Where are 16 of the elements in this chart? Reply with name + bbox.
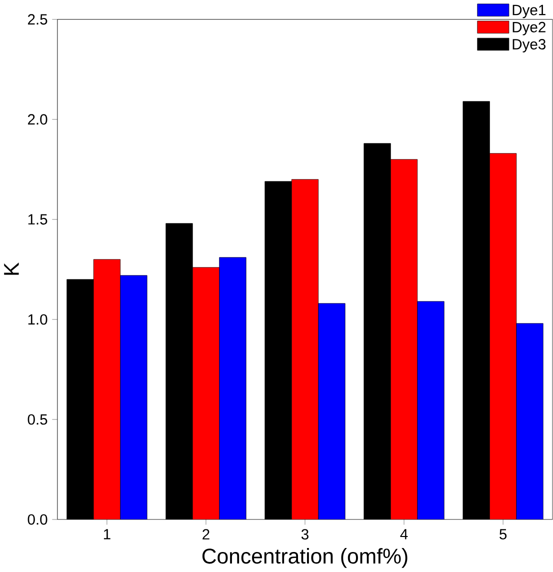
y-tick-label: 2.5	[28, 14, 48, 25]
x-tick-label: 4	[400, 529, 408, 540]
y-tick-label: 2.0	[28, 114, 48, 125]
y-tick-label: 1.5	[28, 214, 48, 225]
y-tick-label: 1.0	[28, 314, 48, 325]
y-axis-title: K	[4, 262, 19, 275]
x-tick-label: 2	[202, 529, 210, 540]
x-tick-label: 3	[302, 529, 309, 540]
x-tick-label: 1	[104, 529, 110, 540]
x-axis-title: Concentration (omf%)	[202, 548, 408, 568]
legend-label: Dye1	[512, 4, 546, 18]
legend-label: Dye3	[512, 39, 546, 52]
y-tick-label: 0.5	[28, 414, 48, 425]
y-tick-label: 0.0	[28, 514, 48, 525]
x-tick-label: 5	[500, 529, 507, 540]
legend-label: Dye2	[512, 22, 546, 36]
